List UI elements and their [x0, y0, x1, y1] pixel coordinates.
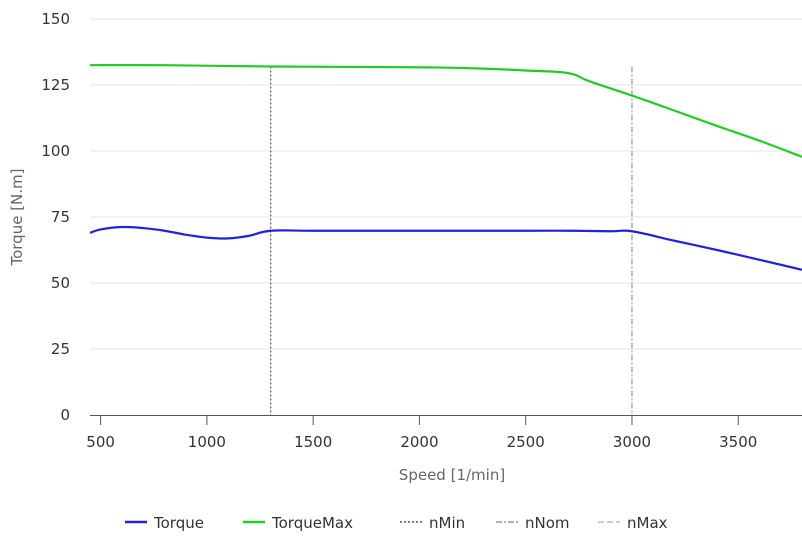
- y-tick-label: 125: [41, 76, 70, 94]
- series-lines: [89, 63, 802, 271]
- legend-item-nNom[interactable]: nNom: [496, 514, 570, 532]
- y-tick-label: 100: [41, 142, 70, 160]
- x-axis-label: Speed [1/min]: [399, 466, 505, 484]
- legend-label: nNom: [525, 514, 570, 532]
- x-tick-label: 2500: [507, 433, 545, 451]
- legend-item-Torque[interactable]: Torque: [125, 514, 204, 532]
- x-tick-label: 2000: [400, 433, 438, 451]
- x-tick-label: 1000: [188, 433, 226, 451]
- legend-item-TorqueMax[interactable]: TorqueMax: [243, 514, 353, 532]
- y-tick-label: 50: [51, 274, 70, 292]
- legend-label: Torque: [153, 514, 204, 532]
- y-tick-label: 75: [51, 208, 70, 226]
- series-line-Torque: [89, 225, 802, 271]
- y-tick-label: 150: [41, 10, 70, 28]
- x-tick-label: 3500: [719, 433, 757, 451]
- y-tick-label: 0: [60, 406, 70, 424]
- y-axis-label: Torque [N.m]: [8, 168, 26, 266]
- legend-item-nMax[interactable]: nMax: [598, 514, 668, 532]
- legend: Torque TorqueMax nMin nNom nMax: [125, 514, 668, 532]
- reference-lines: [270, 66, 633, 415]
- legend-item-nMin[interactable]: nMin: [400, 514, 465, 532]
- legend-label: TorqueMax: [271, 514, 353, 532]
- series-line-TorqueMax: [89, 63, 802, 158]
- y-tick-label: 25: [51, 340, 70, 358]
- axes: 0 25 50 75 100 125 150 500 1000 1500 2000 2500 3000 3…: [41, 10, 802, 451]
- legend-label: nMin: [429, 514, 465, 532]
- legend-label: nMax: [627, 514, 668, 532]
- grid-lines: [90, 18, 802, 350]
- x-tick-label: 3000: [613, 433, 651, 451]
- x-tick-label: 500: [86, 433, 115, 451]
- x-tick-label: 1500: [294, 433, 332, 451]
